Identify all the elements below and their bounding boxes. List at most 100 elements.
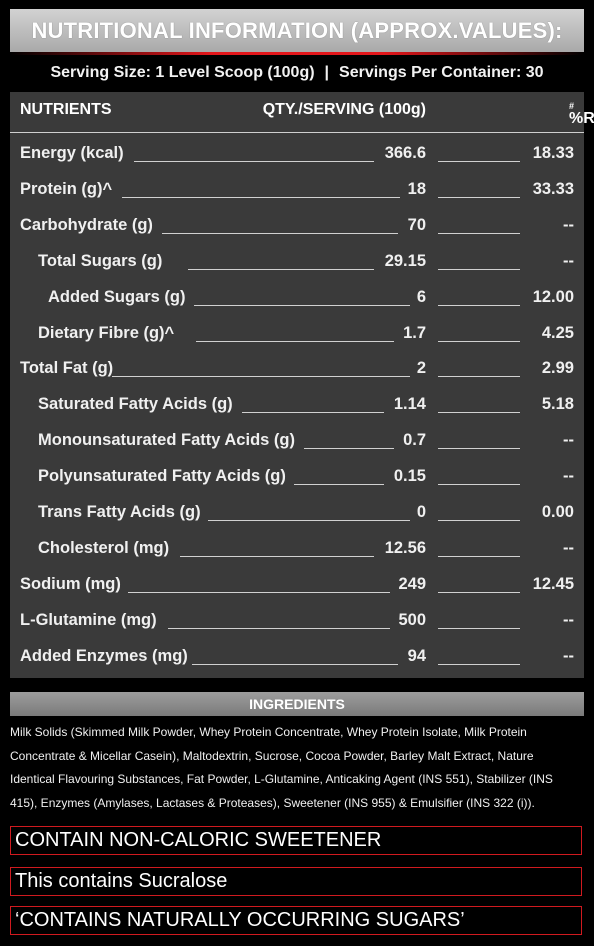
table-row: Monounsaturated Fatty Acids (g) 0.7 -- [10, 423, 584, 459]
title-underline [10, 52, 584, 55]
rda-leader-line [438, 412, 520, 414]
table-row: Trans Fatty Acids (g) 0 0.00 [10, 495, 584, 531]
rda-leader-line [438, 232, 520, 234]
leader-line [162, 232, 398, 234]
ingredients-text: Milk Solids (Skimmed Milk Powder, Whey P… [10, 721, 584, 815]
nutrition-table: NUTRIENTS QTY./SERVING (100g) %RDA# Ener… [10, 92, 594, 678]
servings-per-container: Servings Per Container: 30 [339, 64, 544, 81]
table-row: Added Sugars (g) 6 12.00 [10, 280, 584, 316]
nutrient-rda: -- [563, 538, 574, 557]
rda-leader-line [438, 627, 520, 629]
leader-line [128, 591, 390, 593]
nutrient-rda: 4.25 [541, 323, 574, 342]
nutrient-rda: -- [563, 251, 574, 270]
rda-leader-line [438, 376, 520, 378]
nutrient-name: Saturated Fatty Acids (g) [38, 395, 233, 414]
rda-leader-line [438, 268, 520, 270]
leader-line [112, 376, 410, 378]
leader-line [194, 304, 410, 306]
nutrient-name: Cholesterol (mg) [38, 538, 170, 557]
table-row: Total Sugars (g) 29.15 -- [10, 244, 584, 280]
nutrient-name: L-Glutamine (mg) [20, 610, 157, 629]
rda-leader-line [438, 591, 520, 593]
rda-leader-line [438, 520, 520, 521]
leader-line [294, 484, 384, 486]
nutrient-qty: 70 [407, 215, 426, 234]
nutrient-rda: -- [563, 467, 574, 486]
nutrient-qty: 6 [416, 287, 426, 306]
leader-line [242, 412, 384, 414]
serving-size: Serving Size: 1 Level Scoop (100g) [50, 64, 315, 81]
rda-leader-line [438, 448, 520, 450]
rda-leader-line [438, 196, 520, 198]
table-header: NUTRIENTS QTY./SERVING (100g) %RDA# [10, 92, 594, 128]
leader-line [122, 196, 400, 198]
notice-natural-sugars: ‘CONTAINS NATURALLY OCCURRING SUGARS’ [10, 906, 582, 935]
nutrient-name: Total Fat (g) [20, 359, 114, 378]
nutrient-rda: 12.45 [532, 574, 574, 593]
table-row: Protein (g)^ 18 33.33 [10, 172, 584, 208]
header-rda-label: %RDA [568, 110, 594, 127]
notice-text: This contains Sucralose [15, 870, 228, 892]
nutrient-name: Trans Fatty Acids (g) [38, 503, 201, 521]
nutrient-qty: 249 [398, 574, 426, 593]
nutrient-rda: 12.00 [532, 287, 574, 306]
header-rda-mark: # [568, 101, 574, 111]
nutrient-name: Energy (kcal) [20, 144, 124, 162]
ingredients-heading-bar: INGREDIENTS [10, 692, 584, 716]
leader-line [180, 555, 374, 557]
leader-line [168, 627, 390, 629]
nutrient-name: Polyunsaturated Fatty Acids (g) [38, 467, 286, 486]
nutrient-rda: 0.00 [541, 503, 574, 521]
ingredients-line: Identical Flavouring Substances, Fat Pow… [10, 772, 553, 786]
table-row: Saturated Fatty Acids (g) 1.14 5.18 [10, 387, 584, 423]
nutrient-qty: 0.15 [393, 467, 426, 486]
ingredients-line: Milk Solids (Skimmed Milk Powder, Whey P… [10, 725, 527, 739]
nutrient-qty: 94 [407, 646, 426, 665]
table-row: Polyunsaturated Fatty Acids (g) 0.15 -- [10, 459, 584, 495]
notice-sweetener: CONTAIN NON-CALORIC SWEETENER [10, 826, 582, 855]
leader-line [304, 448, 394, 450]
nutrient-name: Total Sugars (g) [38, 251, 163, 270]
rda-leader-line [438, 340, 520, 342]
serving-separator: | [324, 64, 330, 81]
table-row: Dietary Fibre (g)^ 1.7 4.25 [10, 316, 584, 352]
rda-leader-line [438, 161, 520, 162]
leader-line [208, 520, 410, 521]
nutrient-qty: 18 [407, 179, 426, 198]
rda-leader-line [438, 484, 520, 486]
rda-leader-line [438, 663, 520, 665]
nutrient-qty: 12.56 [384, 538, 426, 557]
nutrient-qty: 29.15 [384, 251, 426, 270]
table-row: Cholesterol (mg) 12.56 -- [10, 531, 584, 567]
rda-leader-line [438, 555, 520, 557]
nutrient-name: Monounsaturated Fatty Acids (g) [38, 431, 295, 450]
header-divider [10, 132, 584, 133]
nutrient-name: Added Enzymes (mg) [20, 646, 188, 665]
nutrient-qty: 366.6 [384, 144, 426, 162]
nutrient-rda: -- [563, 646, 574, 665]
nutrient-rda: -- [563, 610, 574, 629]
nutrient-rda: 18.33 [532, 144, 574, 162]
nutrient-qty: 500 [398, 610, 426, 629]
notice-text: ‘CONTAINS NATURALLY OCCURRING SUGARS’ [15, 909, 465, 931]
table-row: Added Enzymes (mg) 94 -- [10, 639, 584, 675]
leader-line [192, 663, 398, 665]
table-row: L-Glutamine (mg) 500 -- [10, 603, 584, 639]
rda-leader-line [438, 304, 520, 306]
nutrient-qty: 1.14 [393, 395, 426, 414]
leader-line [134, 161, 374, 162]
table-row: Energy (kcal) 366.6 18.33 [10, 136, 584, 172]
nutrient-name: Dietary Fibre (g)^ [38, 323, 175, 342]
nutrient-qty: 2 [416, 359, 426, 378]
header-qty: QTY./SERVING (100g) [262, 101, 426, 118]
table-row: Carbohydrate (g) 70 -- [10, 208, 584, 244]
ingredients-heading: INGREDIENTS [249, 696, 345, 712]
notice-text: CONTAIN NON-CALORIC SWEETENER [15, 829, 382, 851]
nutrient-name: Sodium (mg) [20, 574, 121, 593]
nutrient-rda: -- [563, 431, 574, 450]
ingredients-line: Concentrate & Micellar Casein), Maltodex… [10, 748, 534, 763]
page-title: NUTRITIONAL INFORMATION (APPROX.VALUES): [31, 17, 563, 43]
leader-line [196, 340, 394, 342]
nutrient-qty: 0.7 [403, 431, 426, 450]
